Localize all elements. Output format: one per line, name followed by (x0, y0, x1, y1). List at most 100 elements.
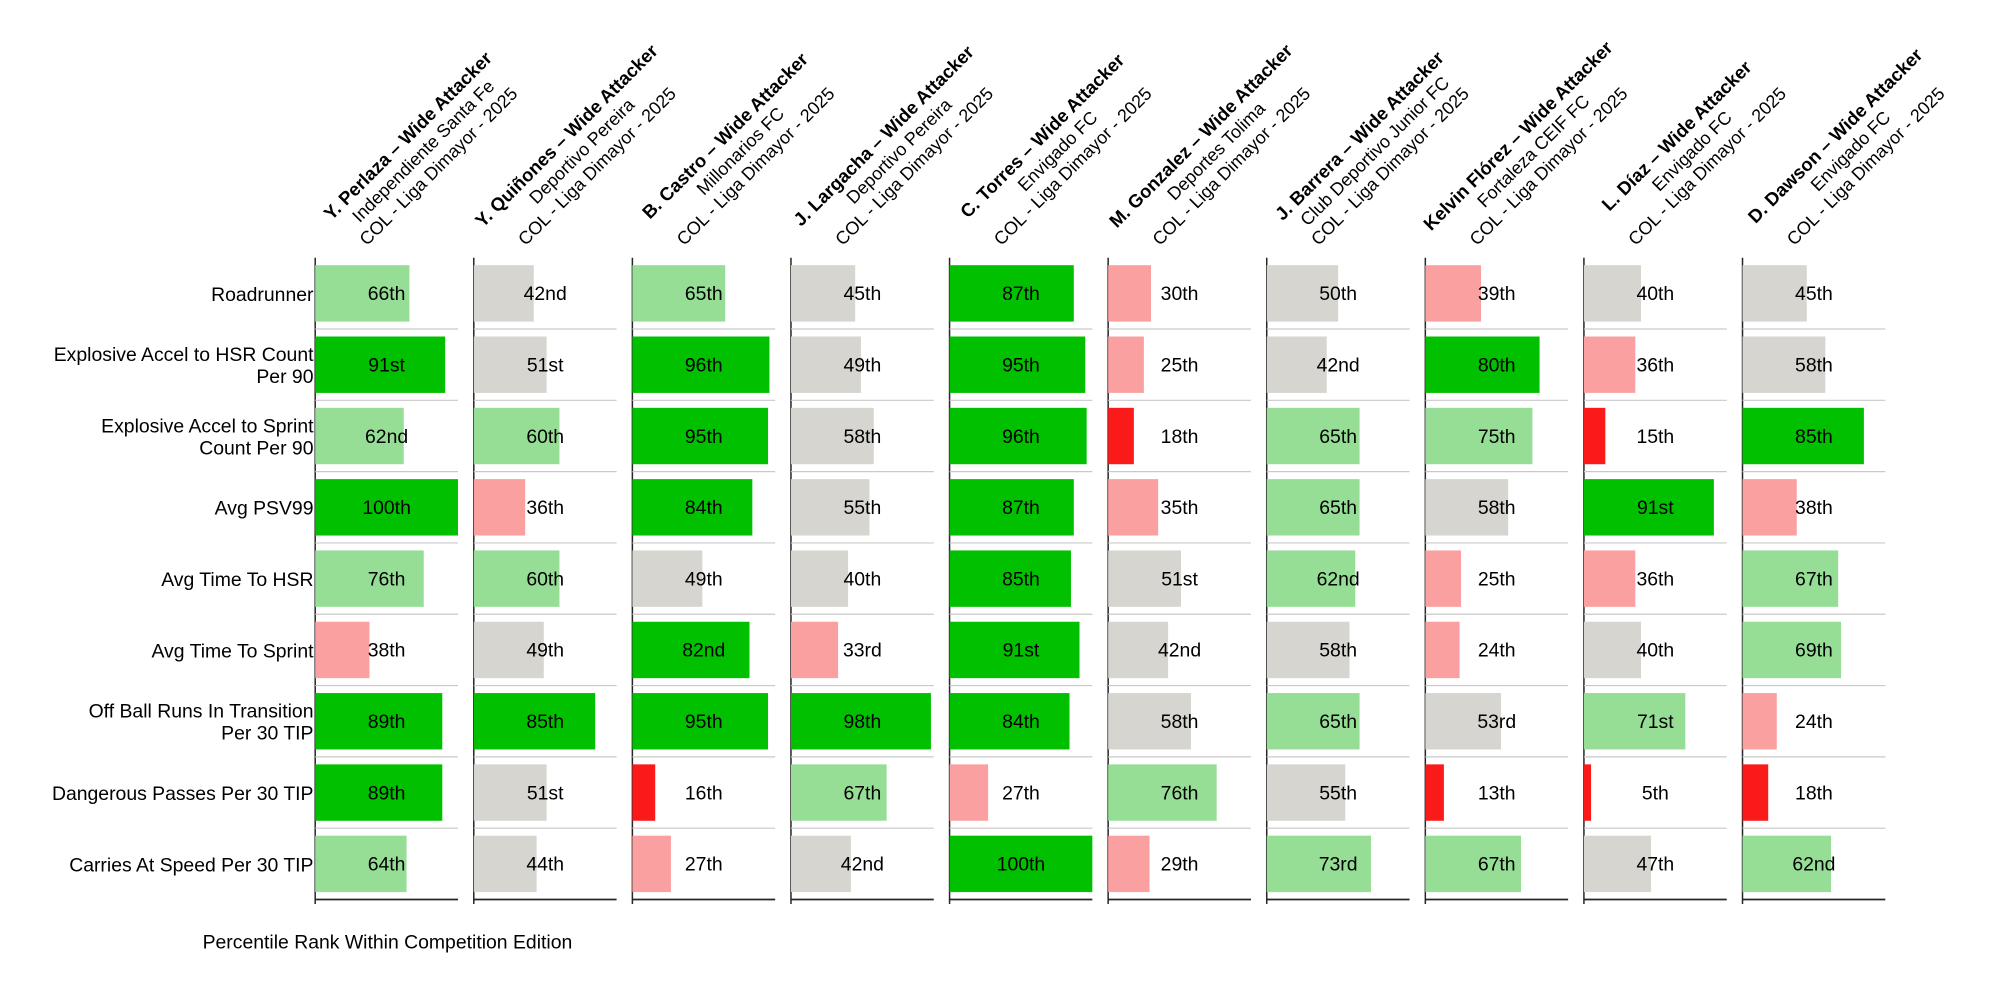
svg-text:Count Per 90: Count Per 90 (199, 437, 313, 459)
svg-text:40th: 40th (1636, 640, 1674, 662)
svg-text:40th: 40th (1636, 283, 1674, 305)
svg-text:66th: 66th (368, 283, 406, 305)
svg-text:27th: 27th (685, 854, 723, 876)
svg-text:98th: 98th (843, 711, 881, 733)
svg-text:29th: 29th (1161, 854, 1199, 876)
svg-text:Avg Time To Sprint: Avg Time To Sprint (151, 640, 314, 662)
svg-text:82nd: 82nd (682, 640, 725, 662)
svg-text:49th: 49th (526, 640, 564, 662)
svg-text:58th: 58th (1161, 711, 1199, 733)
svg-text:76th: 76th (1161, 782, 1199, 804)
svg-text:Roadrunner: Roadrunner (211, 284, 314, 306)
svg-text:91st: 91st (368, 355, 405, 377)
svg-text:39th: 39th (1478, 283, 1516, 305)
svg-text:24th: 24th (1795, 711, 1833, 733)
svg-text:96th: 96th (685, 355, 723, 377)
svg-text:42nd: 42nd (841, 854, 884, 876)
svg-text:45th: 45th (1795, 283, 1833, 305)
svg-text:18th: 18th (1161, 426, 1199, 448)
svg-text:38th: 38th (1795, 497, 1833, 519)
svg-text:91st: 91st (1637, 497, 1674, 519)
svg-text:Per 30 TIP: Per 30 TIP (221, 723, 313, 745)
svg-text:Explosive Accel to Sprint: Explosive Accel to Sprint (101, 415, 314, 437)
svg-text:50th: 50th (1319, 283, 1357, 305)
svg-text:Explosive Accel to HSR Count: Explosive Accel to HSR Count (54, 344, 314, 366)
svg-text:15th: 15th (1636, 426, 1674, 448)
svg-text:60th: 60th (526, 426, 564, 448)
svg-text:40th: 40th (843, 568, 881, 590)
svg-text:100th: 100th (997, 854, 1046, 876)
svg-text:96th: 96th (1002, 426, 1040, 448)
svg-text:24th: 24th (1478, 640, 1516, 662)
svg-text:73rd: 73rd (1319, 854, 1358, 876)
svg-text:36th: 36th (526, 497, 564, 519)
svg-text:80th: 80th (1478, 355, 1516, 377)
svg-text:95th: 95th (685, 426, 723, 448)
svg-text:38th: 38th (368, 640, 406, 662)
svg-text:84th: 84th (1002, 711, 1040, 733)
svg-text:33rd: 33rd (843, 640, 882, 662)
svg-text:45th: 45th (843, 283, 881, 305)
svg-text:75th: 75th (1478, 426, 1516, 448)
svg-text:36th: 36th (1636, 568, 1674, 590)
svg-text:53rd: 53rd (1477, 711, 1516, 733)
svg-text:27th: 27th (1002, 782, 1040, 804)
svg-text:85th: 85th (1002, 568, 1040, 590)
svg-text:55th: 55th (843, 497, 881, 519)
svg-text:64th: 64th (368, 854, 406, 876)
svg-text:62nd: 62nd (1317, 568, 1360, 590)
svg-text:30th: 30th (1161, 283, 1199, 305)
svg-text:35th: 35th (1161, 497, 1199, 519)
svg-text:85th: 85th (526, 711, 564, 733)
svg-text:25th: 25th (1161, 355, 1199, 377)
svg-text:49th: 49th (843, 355, 881, 377)
svg-text:89th: 89th (368, 711, 406, 733)
svg-text:58th: 58th (1795, 355, 1833, 377)
svg-text:44th: 44th (526, 854, 564, 876)
svg-text:51st: 51st (527, 782, 564, 804)
svg-text:51st: 51st (1161, 568, 1198, 590)
svg-text:67th: 67th (1478, 854, 1516, 876)
svg-text:58th: 58th (843, 426, 881, 448)
svg-text:95th: 95th (685, 711, 723, 733)
svg-text:69th: 69th (1795, 640, 1833, 662)
svg-text:65th: 65th (1319, 711, 1357, 733)
svg-text:71st: 71st (1637, 711, 1674, 733)
svg-text:67th: 67th (843, 782, 881, 804)
svg-text:89th: 89th (368, 782, 406, 804)
svg-text:49th: 49th (685, 568, 723, 590)
svg-text:Avg Time To HSR: Avg Time To HSR (161, 569, 313, 591)
svg-text:25th: 25th (1478, 568, 1516, 590)
svg-text:84th: 84th (685, 497, 723, 519)
svg-text:58th: 58th (1478, 497, 1516, 519)
svg-text:Carries At Speed Per 30 TIP: Carries At Speed Per 30 TIP (69, 854, 313, 876)
svg-text:58th: 58th (1319, 640, 1357, 662)
svg-text:Per 90: Per 90 (256, 366, 313, 388)
svg-text:13th: 13th (1478, 782, 1516, 804)
svg-text:65th: 65th (1319, 497, 1357, 519)
svg-text:65th: 65th (1319, 426, 1357, 448)
svg-text:85th: 85th (1795, 426, 1833, 448)
svg-text:Avg PSV99: Avg PSV99 (215, 498, 314, 520)
svg-text:91st: 91st (1003, 640, 1040, 662)
svg-text:16th: 16th (685, 782, 723, 804)
svg-text:5th: 5th (1642, 782, 1669, 804)
svg-text:Dangerous Passes Per 30 TIP: Dangerous Passes Per 30 TIP (52, 783, 314, 805)
svg-text:42nd: 42nd (1158, 640, 1201, 662)
svg-text:55th: 55th (1319, 782, 1357, 804)
svg-text:62nd: 62nd (365, 426, 408, 448)
svg-text:36th: 36th (1636, 355, 1674, 377)
svg-text:100th: 100th (362, 497, 411, 519)
svg-text:67th: 67th (1795, 568, 1833, 590)
svg-text:42nd: 42nd (1317, 355, 1360, 377)
svg-text:65th: 65th (685, 283, 723, 305)
svg-text:87th: 87th (1002, 283, 1040, 305)
svg-text:87th: 87th (1002, 497, 1040, 519)
svg-text:18th: 18th (1795, 782, 1833, 804)
svg-text:76th: 76th (368, 568, 406, 590)
svg-text:42nd: 42nd (524, 283, 567, 305)
svg-text:Percentile Rank Within Competi: Percentile Rank Within Competition Editi… (203, 932, 573, 954)
svg-text:51st: 51st (527, 355, 564, 377)
svg-text:62nd: 62nd (1792, 854, 1835, 876)
svg-text:Off Ball Runs In Transition: Off Ball Runs In Transition (89, 701, 314, 723)
